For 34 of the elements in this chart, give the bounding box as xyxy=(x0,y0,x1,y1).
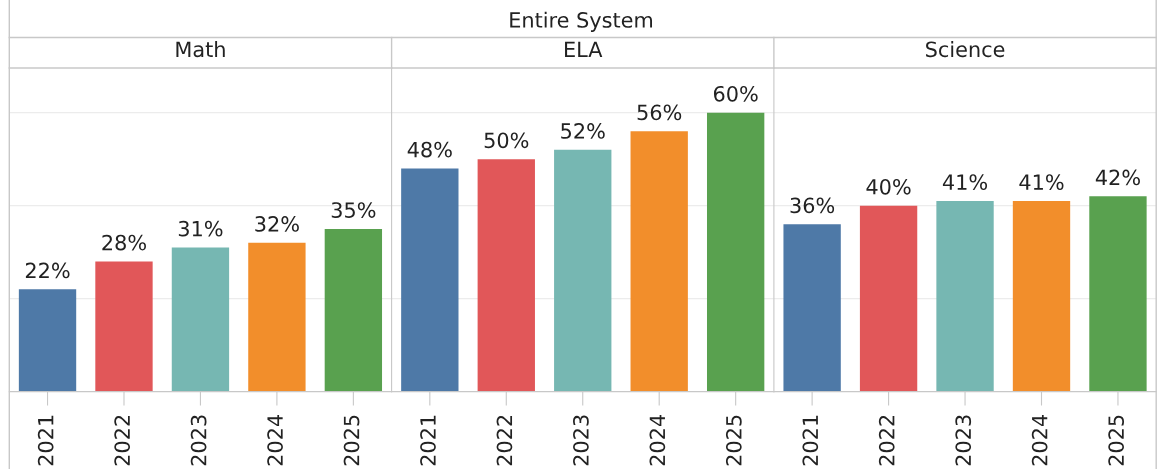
data-label: 22% xyxy=(25,262,70,279)
x-tick-label: 2024 xyxy=(1031,415,1048,466)
data-label: 48% xyxy=(407,141,452,158)
data-label: 42% xyxy=(1095,169,1140,186)
x-tick-label: 2024 xyxy=(649,415,666,466)
x-tick-label: 2022 xyxy=(114,415,131,466)
chart-title: Math xyxy=(176,41,225,58)
data-label: 32% xyxy=(255,216,299,232)
x-tick-label: 2023 xyxy=(573,415,589,466)
data-label: 28% xyxy=(102,234,146,251)
data-label: 56% xyxy=(637,104,682,121)
data-label: 60% xyxy=(713,85,758,102)
x-tick-label: 2022 xyxy=(496,415,513,466)
chart-title: ELA xyxy=(565,41,603,57)
x-tick-label: 2021 xyxy=(420,415,436,466)
data-label: 41% xyxy=(942,174,988,190)
data-label: 36% xyxy=(790,197,835,214)
x-tick-label: 2025 xyxy=(1108,415,1125,466)
x-tick-label: 2025 xyxy=(343,415,360,466)
x-tick-label: 2025 xyxy=(725,415,742,466)
chart-title: Science xyxy=(926,41,1005,58)
data-label: 40% xyxy=(866,178,911,195)
x-tick-label: 2022 xyxy=(878,415,895,466)
x-tick-label: 2023 xyxy=(955,415,972,466)
text: Entire System xyxy=(510,11,653,32)
x-tick-label: 2021 xyxy=(802,415,819,466)
data-label: 50% xyxy=(484,132,529,149)
data-label: 41% xyxy=(1019,174,1064,190)
data-label: 52% xyxy=(561,123,605,139)
x-tick-label: 2024 xyxy=(267,415,283,466)
data-label: 31% xyxy=(178,220,223,237)
data-label: 35% xyxy=(331,202,376,218)
x-tick-label: 2021 xyxy=(37,415,54,466)
x-tick-label: 2023 xyxy=(190,415,207,466)
